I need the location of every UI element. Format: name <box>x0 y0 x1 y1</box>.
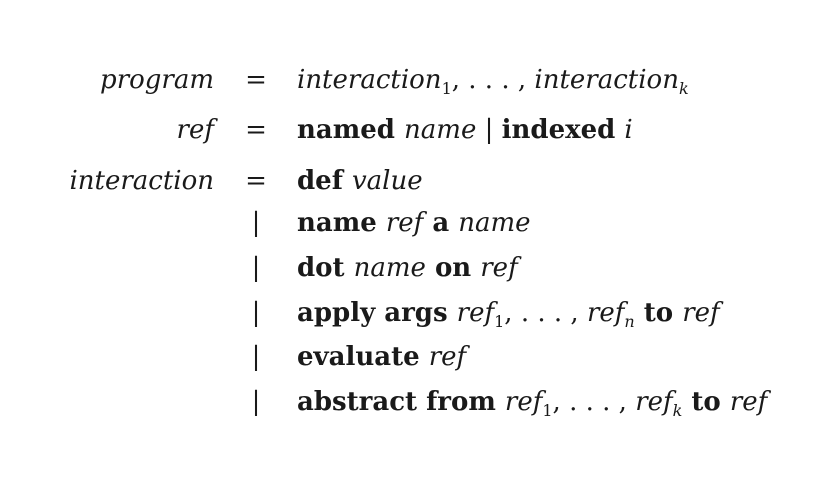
metavariable: ref <box>635 387 673 417</box>
keyword: indexed <box>501 115 625 145</box>
metavariable: ref <box>504 387 543 417</box>
metavariable: value <box>351 166 423 196</box>
metavariable: ref <box>682 298 720 328</box>
metavariable: interaction <box>297 65 442 95</box>
rule-rhs: apply args ref1, . . . , refn to ref <box>297 293 720 333</box>
metavariable: interaction <box>534 65 679 95</box>
keyword: on <box>425 253 481 283</box>
grammar-alternative-name: | name ref a name <box>0 203 820 243</box>
subscript: n <box>624 312 635 331</box>
metavariable: ref <box>729 387 768 417</box>
keyword: apply args <box>297 298 457 328</box>
metavariable: ref <box>456 298 495 328</box>
keyword: to <box>634 298 683 328</box>
metavariable: name <box>353 253 426 283</box>
grammar-alternative-evaluate: | evaluate ref <box>0 337 820 377</box>
keyword: def <box>297 166 352 196</box>
keyword: name <box>297 208 386 238</box>
separator-bar: | <box>476 115 502 145</box>
rule-rhs: named name | indexed i <box>297 110 633 150</box>
keyword: to <box>682 387 730 417</box>
metavariable: ref <box>385 208 424 238</box>
rule-alternative-bar: | <box>251 208 261 238</box>
rule-rhs: abstract from ref1, . . . , refk to ref <box>297 382 767 422</box>
keyword: dot <box>297 253 354 283</box>
grammar-alternative-apply: | apply args ref1, . . . , refn to ref <box>0 293 820 333</box>
subscript: 1 <box>494 312 505 331</box>
subscript: 1 <box>441 79 452 98</box>
subscript: k <box>672 401 683 420</box>
rule-alternative-bar: | <box>251 253 261 283</box>
rule-rhs: evaluate ref <box>297 337 466 377</box>
keyword: evaluate <box>297 342 429 372</box>
rule-lhs: program <box>100 65 214 95</box>
subscript: k <box>678 79 689 98</box>
rule-rhs: interaction1, . . . , interactionk <box>297 60 689 100</box>
subscript: 1 <box>542 401 553 420</box>
keyword: a <box>423 208 459 238</box>
rule-alternative-bar: | <box>251 298 261 328</box>
grammar-alternative-abstract: | abstract from ref1, . . . , refk to re… <box>0 382 820 422</box>
rule-alternative-bar: | <box>251 387 261 417</box>
punctuation: , . . . , <box>451 65 535 95</box>
metavariable: ref <box>586 298 625 328</box>
metavariable: ref <box>428 342 467 372</box>
metavariable: i <box>624 115 633 145</box>
punctuation: , . . . , <box>552 387 636 417</box>
rule-operator: = <box>245 65 267 95</box>
rule-rhs: def value <box>297 161 423 201</box>
rule-alternative-bar: | <box>251 342 261 372</box>
rule-operator: = <box>245 166 267 196</box>
rule-rhs: name ref a name <box>297 203 531 243</box>
metavariable: name <box>404 115 477 145</box>
keyword: named <box>297 115 405 145</box>
metavariable: name <box>458 208 531 238</box>
grammar-rule-program: program = interaction1, . . . , interact… <box>0 60 820 100</box>
keyword: abstract from <box>297 387 505 417</box>
rule-operator: = <box>245 115 267 145</box>
grammar-alternative-dot: | dot name on ref <box>0 248 820 288</box>
rule-lhs: ref <box>176 115 214 145</box>
metavariable: ref <box>480 253 518 283</box>
punctuation: , . . . , <box>504 298 587 328</box>
grammar-rule-interaction: interaction = def value <box>0 161 820 201</box>
rule-lhs: interaction <box>69 166 214 196</box>
rule-rhs: dot name on ref <box>297 248 518 288</box>
grammar-rule-ref: ref = named name | indexed i <box>0 110 820 150</box>
